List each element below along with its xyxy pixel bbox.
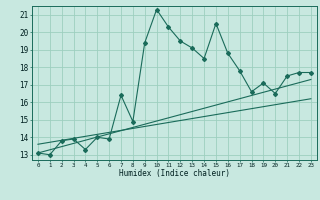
X-axis label: Humidex (Indice chaleur): Humidex (Indice chaleur) bbox=[119, 169, 230, 178]
